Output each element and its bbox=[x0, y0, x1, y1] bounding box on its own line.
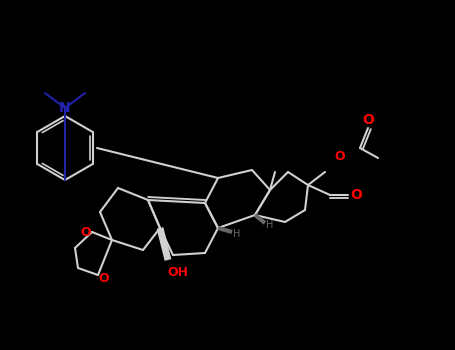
Text: N: N bbox=[59, 101, 71, 115]
Text: O: O bbox=[350, 188, 362, 202]
Text: O: O bbox=[362, 113, 374, 127]
Text: O: O bbox=[335, 150, 345, 163]
Text: OH: OH bbox=[167, 266, 188, 279]
Text: O: O bbox=[81, 225, 91, 238]
Text: O: O bbox=[99, 272, 109, 285]
Text: H: H bbox=[266, 220, 274, 230]
Text: H: H bbox=[233, 229, 241, 239]
